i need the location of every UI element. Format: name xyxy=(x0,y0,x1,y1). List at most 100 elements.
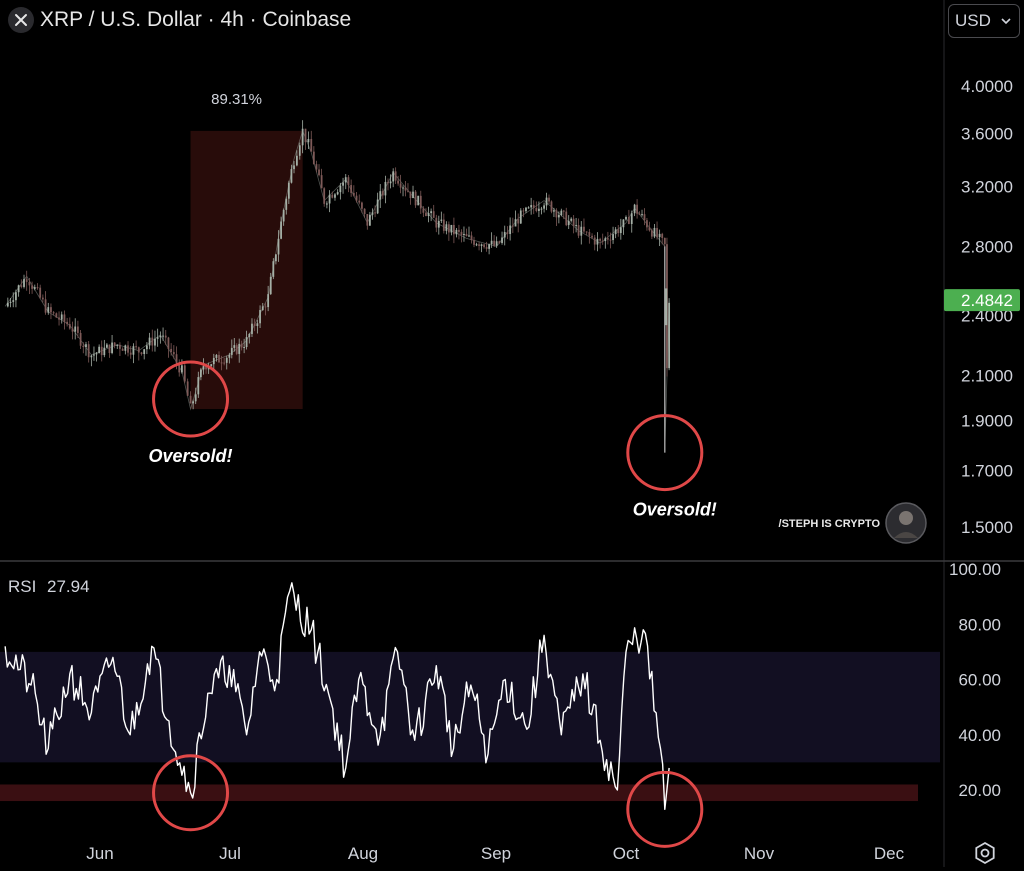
candle-body xyxy=(630,213,633,224)
candle-body xyxy=(79,332,82,346)
candle-body xyxy=(560,210,563,216)
candle-body xyxy=(261,306,264,311)
candle-body xyxy=(290,169,293,183)
candle-body xyxy=(272,261,275,277)
candle-body xyxy=(116,344,119,346)
candle-body xyxy=(511,225,514,227)
candle-body xyxy=(550,201,553,212)
candle-body xyxy=(633,204,636,214)
candle-body xyxy=(282,209,285,222)
chart-title: XRP / U.S. Dollar · 4h · Coinbase xyxy=(40,8,352,31)
candle-body xyxy=(514,219,517,227)
settings-button[interactable] xyxy=(972,840,998,866)
candle-body xyxy=(172,352,175,355)
candle-body xyxy=(440,219,443,221)
candle-body xyxy=(368,214,371,226)
candle-body xyxy=(646,220,648,228)
candle-body xyxy=(425,212,427,217)
candle-body xyxy=(509,225,512,234)
candle-body xyxy=(60,314,63,320)
candle-body xyxy=(9,301,12,303)
candle-body xyxy=(192,401,195,404)
candle-body xyxy=(653,227,656,237)
candle-body xyxy=(617,229,620,234)
candle-body xyxy=(596,238,599,245)
candle-body xyxy=(189,395,192,404)
x-tick-label: Oct xyxy=(613,844,640,863)
oversold-circle-rsi-1 xyxy=(152,754,230,832)
candle-body xyxy=(178,362,181,373)
candle-body xyxy=(235,345,238,354)
candle-body xyxy=(148,337,151,346)
candle-body xyxy=(277,238,280,255)
oversold-label-1: Oversold! xyxy=(149,446,233,466)
candle-body xyxy=(414,191,417,206)
candle-body xyxy=(230,347,233,355)
candle-body xyxy=(132,346,135,355)
candle-body xyxy=(522,210,525,212)
candle-body xyxy=(210,364,213,367)
rsi-series xyxy=(4,582,670,811)
currency-select[interactable]: USD xyxy=(948,4,1020,38)
rsi-tick-label: 100.00 xyxy=(949,560,1001,579)
candle-body xyxy=(519,210,522,224)
price-tick-label: 4.0000 xyxy=(961,77,1013,96)
candle-body xyxy=(269,276,272,295)
candle-body xyxy=(344,177,347,183)
candle-body xyxy=(465,233,468,237)
candle-body xyxy=(538,208,540,211)
candle-body xyxy=(183,365,186,382)
close-icon xyxy=(15,14,27,26)
candle-body xyxy=(540,208,543,210)
candle-body xyxy=(23,279,25,287)
candle-body xyxy=(39,287,42,298)
candle-body xyxy=(31,285,33,289)
candle-body xyxy=(55,313,58,318)
candle-body xyxy=(458,229,460,232)
candle-body xyxy=(442,219,445,231)
candle-body xyxy=(127,345,129,353)
candle-body xyxy=(310,138,313,152)
x-tick-label: Dec xyxy=(874,844,905,863)
candle-body xyxy=(233,345,236,348)
candle-body xyxy=(450,224,453,233)
candle-body xyxy=(622,219,625,228)
measure-label: 89.31% xyxy=(211,91,262,108)
close-button[interactable] xyxy=(8,7,34,33)
candle-body xyxy=(66,321,69,325)
price-series xyxy=(4,120,671,453)
candle-body xyxy=(212,357,215,365)
candle-body xyxy=(363,208,366,214)
candle-body xyxy=(565,211,568,226)
chart-axes: 4.0000 3.6000 3.2000 2.8000 2.4000 2.1000 1.90… xyxy=(8,77,1020,863)
candle-body xyxy=(614,229,617,235)
candle-body xyxy=(535,207,538,211)
candle-body xyxy=(304,128,307,143)
oversold-label-2: Oversold! xyxy=(633,500,717,520)
price-tick-label: 2.4000 xyxy=(961,307,1013,326)
candle-body xyxy=(668,302,671,369)
x-tick-label: Aug xyxy=(348,844,378,863)
candle-body xyxy=(275,254,277,262)
candle-body xyxy=(52,312,55,314)
candle-body xyxy=(627,216,630,224)
candle-body xyxy=(650,230,653,237)
candle-body xyxy=(604,238,607,242)
last-price-badge xyxy=(944,289,1020,312)
candle-body xyxy=(202,366,205,370)
candle-body xyxy=(447,224,450,233)
candle-body xyxy=(315,164,318,170)
candle-body xyxy=(355,195,358,201)
candle-body xyxy=(625,216,627,220)
price-tick-label: 2.1000 xyxy=(961,367,1013,386)
candle-body xyxy=(417,195,420,206)
candle-body xyxy=(331,194,334,198)
candle-body xyxy=(498,241,501,243)
x-tick-label: Nov xyxy=(744,844,775,863)
candle-body xyxy=(328,194,331,204)
candle-body xyxy=(389,181,392,184)
candle-body xyxy=(412,191,414,199)
candle-body xyxy=(342,182,344,186)
candle-body xyxy=(583,226,585,232)
